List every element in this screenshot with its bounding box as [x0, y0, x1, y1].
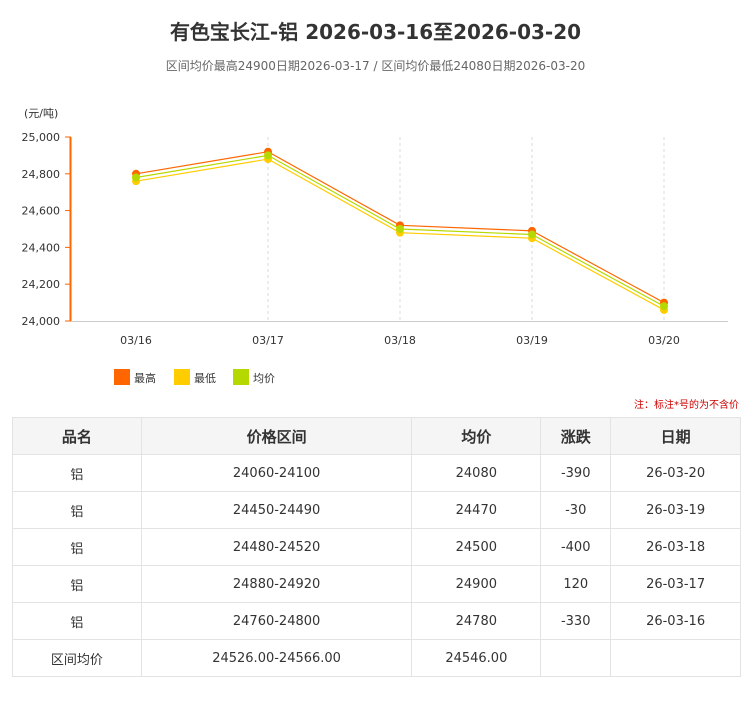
table-cell: 24500 — [411, 528, 542, 566]
table-cell: 铝 — [12, 491, 142, 529]
y-tick-label: 24,600 — [22, 205, 61, 218]
table-cell: 24526.00-24566.00 — [140, 639, 413, 677]
table-cell: 铝 — [12, 565, 142, 603]
legend-label-0: 最高 — [134, 371, 156, 385]
table-cell: 24760-24800 — [140, 602, 413, 640]
x-tick-label: 03/20 — [648, 334, 680, 347]
legend-swatch-1 — [174, 369, 190, 385]
column-header: 价格区间 — [140, 417, 413, 455]
legend-label-2: 均价 — [253, 372, 275, 385]
table-cell: 24080 — [411, 454, 542, 492]
series-point-2 — [528, 230, 536, 239]
series-point-2 — [132, 173, 140, 182]
summary-row: 区间均价 24526.00-24566.00 24546.00 — [12, 639, 741, 677]
table-row: 铝 24760-24800 24780 -330 26-03-16 — [12, 602, 741, 640]
table-cell: 24480-24520 — [140, 528, 413, 566]
table-cell: 24880-24920 — [140, 565, 413, 603]
column-header: 均价 — [411, 417, 542, 455]
table-cell: 26-03-16 — [610, 602, 741, 640]
table-row: 铝 24060-24100 24080 -390 26-03-20 — [12, 454, 741, 492]
legend-label-1: 最低 — [194, 372, 216, 385]
table-cell — [610, 639, 741, 677]
table-cell: 24546.00 — [411, 639, 542, 677]
legend-swatch-2 — [233, 369, 249, 385]
y-tick-label: 24,200 — [22, 278, 61, 291]
table-cell: 24470 — [411, 491, 542, 529]
table-cell: 26-03-17 — [610, 565, 741, 603]
price-table: 品名 价格区间 均价 涨跌 日期 铝 24060-24100 24080 -390 26-03-… — [12, 417, 741, 677]
table-cell: -30 — [540, 491, 612, 529]
table-cell: 24900 — [411, 565, 542, 603]
x-tick-label: 03/17 — [252, 334, 284, 347]
series-point-2 — [264, 151, 272, 160]
x-tick-label: 03/18 — [384, 334, 416, 347]
table-header-row: 品名 价格区间 均价 涨跌 日期 — [12, 417, 741, 455]
table-row: 铝 24480-24520 24500 -400 26-03-18 — [12, 528, 741, 566]
page-title: 有色宝长江-铝 2026-03-16至2026-03-20 — [169, 20, 582, 44]
x-tick-label: 03/16 — [120, 334, 152, 347]
table-cell: 区间均价 — [12, 639, 142, 677]
tax-note: 注：标注*号的为不含价 — [634, 400, 739, 411]
table-cell: 铝 — [12, 602, 142, 640]
table-cell: -400 — [540, 528, 612, 566]
column-header: 涨跌 — [540, 417, 612, 455]
table-cell: 铝 — [12, 528, 142, 566]
y-tick-label: 24,400 — [22, 241, 61, 254]
column-header: 日期 — [610, 417, 741, 455]
y-tick-label: 24,800 — [22, 168, 61, 181]
table-cell: -390 — [540, 454, 612, 492]
series-point-2 — [660, 302, 668, 311]
table-cell: 26-03-20 — [610, 454, 741, 492]
y-tick-label: 25,000 — [22, 131, 61, 144]
table-cell: 26-03-19 — [610, 491, 741, 529]
table-cell: 26-03-18 — [610, 528, 741, 566]
table-cell: 铝 — [12, 454, 142, 492]
y-axis-label: (元/吨) — [24, 107, 58, 120]
page-subtitle: 区间均价最高24900日期2026-03-17 / 区间均价最低24080日期2… — [165, 59, 586, 73]
legend-swatch-0 — [114, 369, 130, 385]
line-chart: (元/吨) 24,000 24,200 24,400 24,600 24,800 25,00… — [22, 107, 728, 385]
table-cell — [540, 639, 612, 677]
table-cell: 24780 — [411, 602, 542, 640]
x-tick-label: 03/19 — [516, 334, 548, 347]
series-point-2 — [396, 225, 404, 233]
table-cell: -330 — [540, 602, 612, 640]
column-header: 品名 — [12, 417, 142, 455]
table-cell: 120 — [540, 565, 612, 603]
table-cell: 24060-24100 — [140, 454, 413, 492]
table-row: 铝 24880-24920 24900 120 26-03-17 — [12, 565, 741, 603]
y-tick-label: 24,000 — [22, 315, 61, 328]
table-row: 铝 24450-24490 24470 -30 26-03-19 — [12, 491, 741, 529]
table-cell: 24450-24490 — [140, 491, 413, 529]
